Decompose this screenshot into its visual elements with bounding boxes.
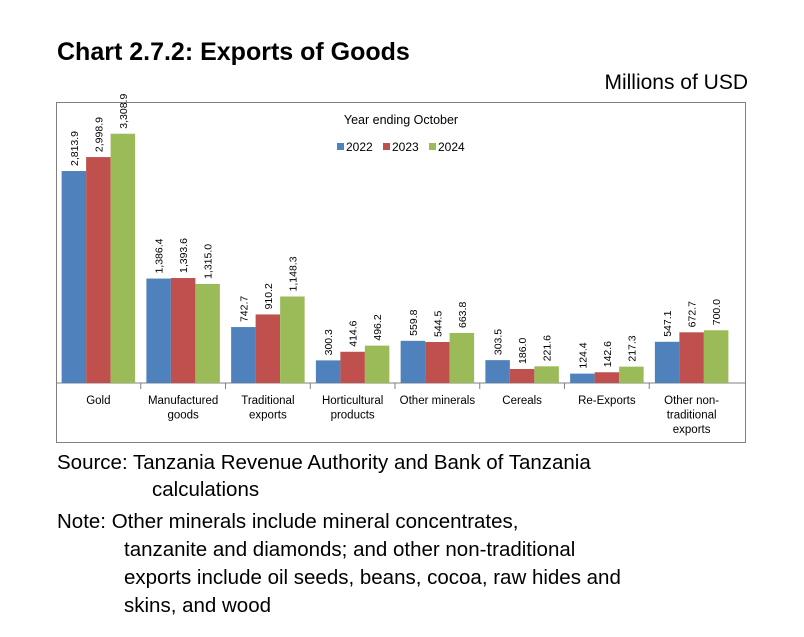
source-line-2: calculations bbox=[152, 478, 260, 501]
category-label: Re-Exports bbox=[578, 395, 636, 407]
legend-swatch-2022 bbox=[337, 143, 344, 150]
category-label: exports bbox=[249, 410, 287, 422]
category-label: Other non- bbox=[664, 395, 719, 407]
data-label: 1,148.3 bbox=[287, 256, 299, 291]
bar-2022 bbox=[654, 341, 680, 383]
bar-2022 bbox=[400, 340, 426, 383]
units-label: Millions of USD bbox=[604, 71, 748, 94]
chart-title: Chart 2.7.2: Exports of Goods bbox=[57, 38, 410, 66]
bar-2022 bbox=[315, 360, 341, 383]
data-label: 2,813.9 bbox=[69, 131, 81, 166]
data-label: 303.5 bbox=[493, 329, 505, 355]
bar-2023 bbox=[594, 372, 620, 383]
bar-2023 bbox=[255, 314, 281, 383]
data-label: 672.7 bbox=[687, 301, 699, 327]
bar-2024 bbox=[449, 332, 475, 383]
source-line-1: Source: Tanzania Revenue Authority and B… bbox=[57, 451, 591, 474]
data-label: 910.2 bbox=[263, 283, 275, 309]
bar-chart: 2,813.9 2,998.9 3,308.9 Gold 1,386.4 1,393.6 1… bbox=[56, 94, 746, 436]
category-label: Horticultural bbox=[322, 395, 383, 407]
data-label: 221.6 bbox=[542, 335, 554, 361]
bar-2022 bbox=[485, 360, 510, 383]
category-label: Traditional bbox=[241, 395, 294, 407]
bar-2022 bbox=[570, 373, 595, 383]
category-label: Cereals bbox=[502, 395, 542, 407]
bar-2022 bbox=[146, 278, 171, 383]
data-label: 700.0 bbox=[711, 299, 723, 325]
category-label: goods bbox=[167, 410, 199, 422]
legend-label-2024: 2024 bbox=[438, 140, 465, 154]
bar-2024 bbox=[534, 366, 559, 383]
data-label: 544.5 bbox=[432, 311, 444, 337]
source-note: Source: Tanzania Revenue Authority and B… bbox=[57, 449, 591, 503]
legend-swatch-2023 bbox=[383, 143, 390, 150]
bar-2024 bbox=[703, 330, 729, 383]
bar-2023 bbox=[170, 278, 196, 383]
bar-2024 bbox=[195, 283, 220, 383]
footnote: Note: Other minerals include mineral con… bbox=[57, 508, 621, 620]
data-label: 186.0 bbox=[517, 338, 529, 364]
category-label: traditional bbox=[667, 410, 717, 422]
data-label: 559.8 bbox=[408, 309, 420, 335]
data-label: 2,998.9 bbox=[93, 117, 105, 152]
legend-title: Year ending October bbox=[344, 113, 458, 127]
data-label: 1,393.6 bbox=[178, 238, 190, 273]
bar-2023 bbox=[86, 157, 111, 383]
bar-2024 bbox=[364, 345, 390, 383]
bar-2023 bbox=[509, 368, 535, 383]
bar-2024 bbox=[280, 296, 305, 383]
bar-2023 bbox=[340, 351, 365, 383]
data-label: 1,315.0 bbox=[203, 244, 215, 279]
bar-2023 bbox=[679, 332, 704, 383]
bar-2022 bbox=[61, 171, 87, 383]
data-label: 496.2 bbox=[372, 314, 384, 340]
bar-2022 bbox=[231, 327, 256, 383]
category-label: Manufactured bbox=[148, 395, 218, 407]
data-label: 547.1 bbox=[662, 310, 674, 336]
data-label: 217.3 bbox=[626, 335, 638, 361]
data-label: 414.6 bbox=[348, 320, 360, 346]
note-line-1: Note: Other minerals include mineral con… bbox=[57, 510, 519, 533]
data-label: 663.8 bbox=[457, 302, 469, 328]
category-label: Gold bbox=[86, 395, 110, 407]
note-line-4: skins, and wood bbox=[124, 594, 272, 617]
legend-label-2023: 2023 bbox=[392, 140, 419, 154]
bar-2023 bbox=[425, 341, 450, 383]
bar-2024 bbox=[110, 133, 136, 383]
category-label: products bbox=[331, 410, 375, 422]
data-label: 300.3 bbox=[323, 329, 335, 355]
data-label: 3,308.9 bbox=[118, 94, 130, 129]
note-line-2: tanzanite and diamonds; and other non-tr… bbox=[124, 538, 576, 561]
legend-label-2022: 2022 bbox=[346, 140, 373, 154]
data-label: 1,386.4 bbox=[154, 238, 166, 273]
category-label: exports bbox=[673, 424, 711, 436]
data-label: 742.7 bbox=[238, 296, 250, 322]
data-label: 142.6 bbox=[602, 341, 614, 367]
data-label: 124.4 bbox=[577, 342, 589, 368]
category-label: Other minerals bbox=[400, 395, 476, 407]
note-line-3: exports include oil seeds, beans, cocoa,… bbox=[124, 566, 621, 589]
chart-frame bbox=[56, 102, 746, 443]
bar-2024 bbox=[619, 366, 644, 383]
legend-swatch-2024 bbox=[429, 143, 436, 150]
